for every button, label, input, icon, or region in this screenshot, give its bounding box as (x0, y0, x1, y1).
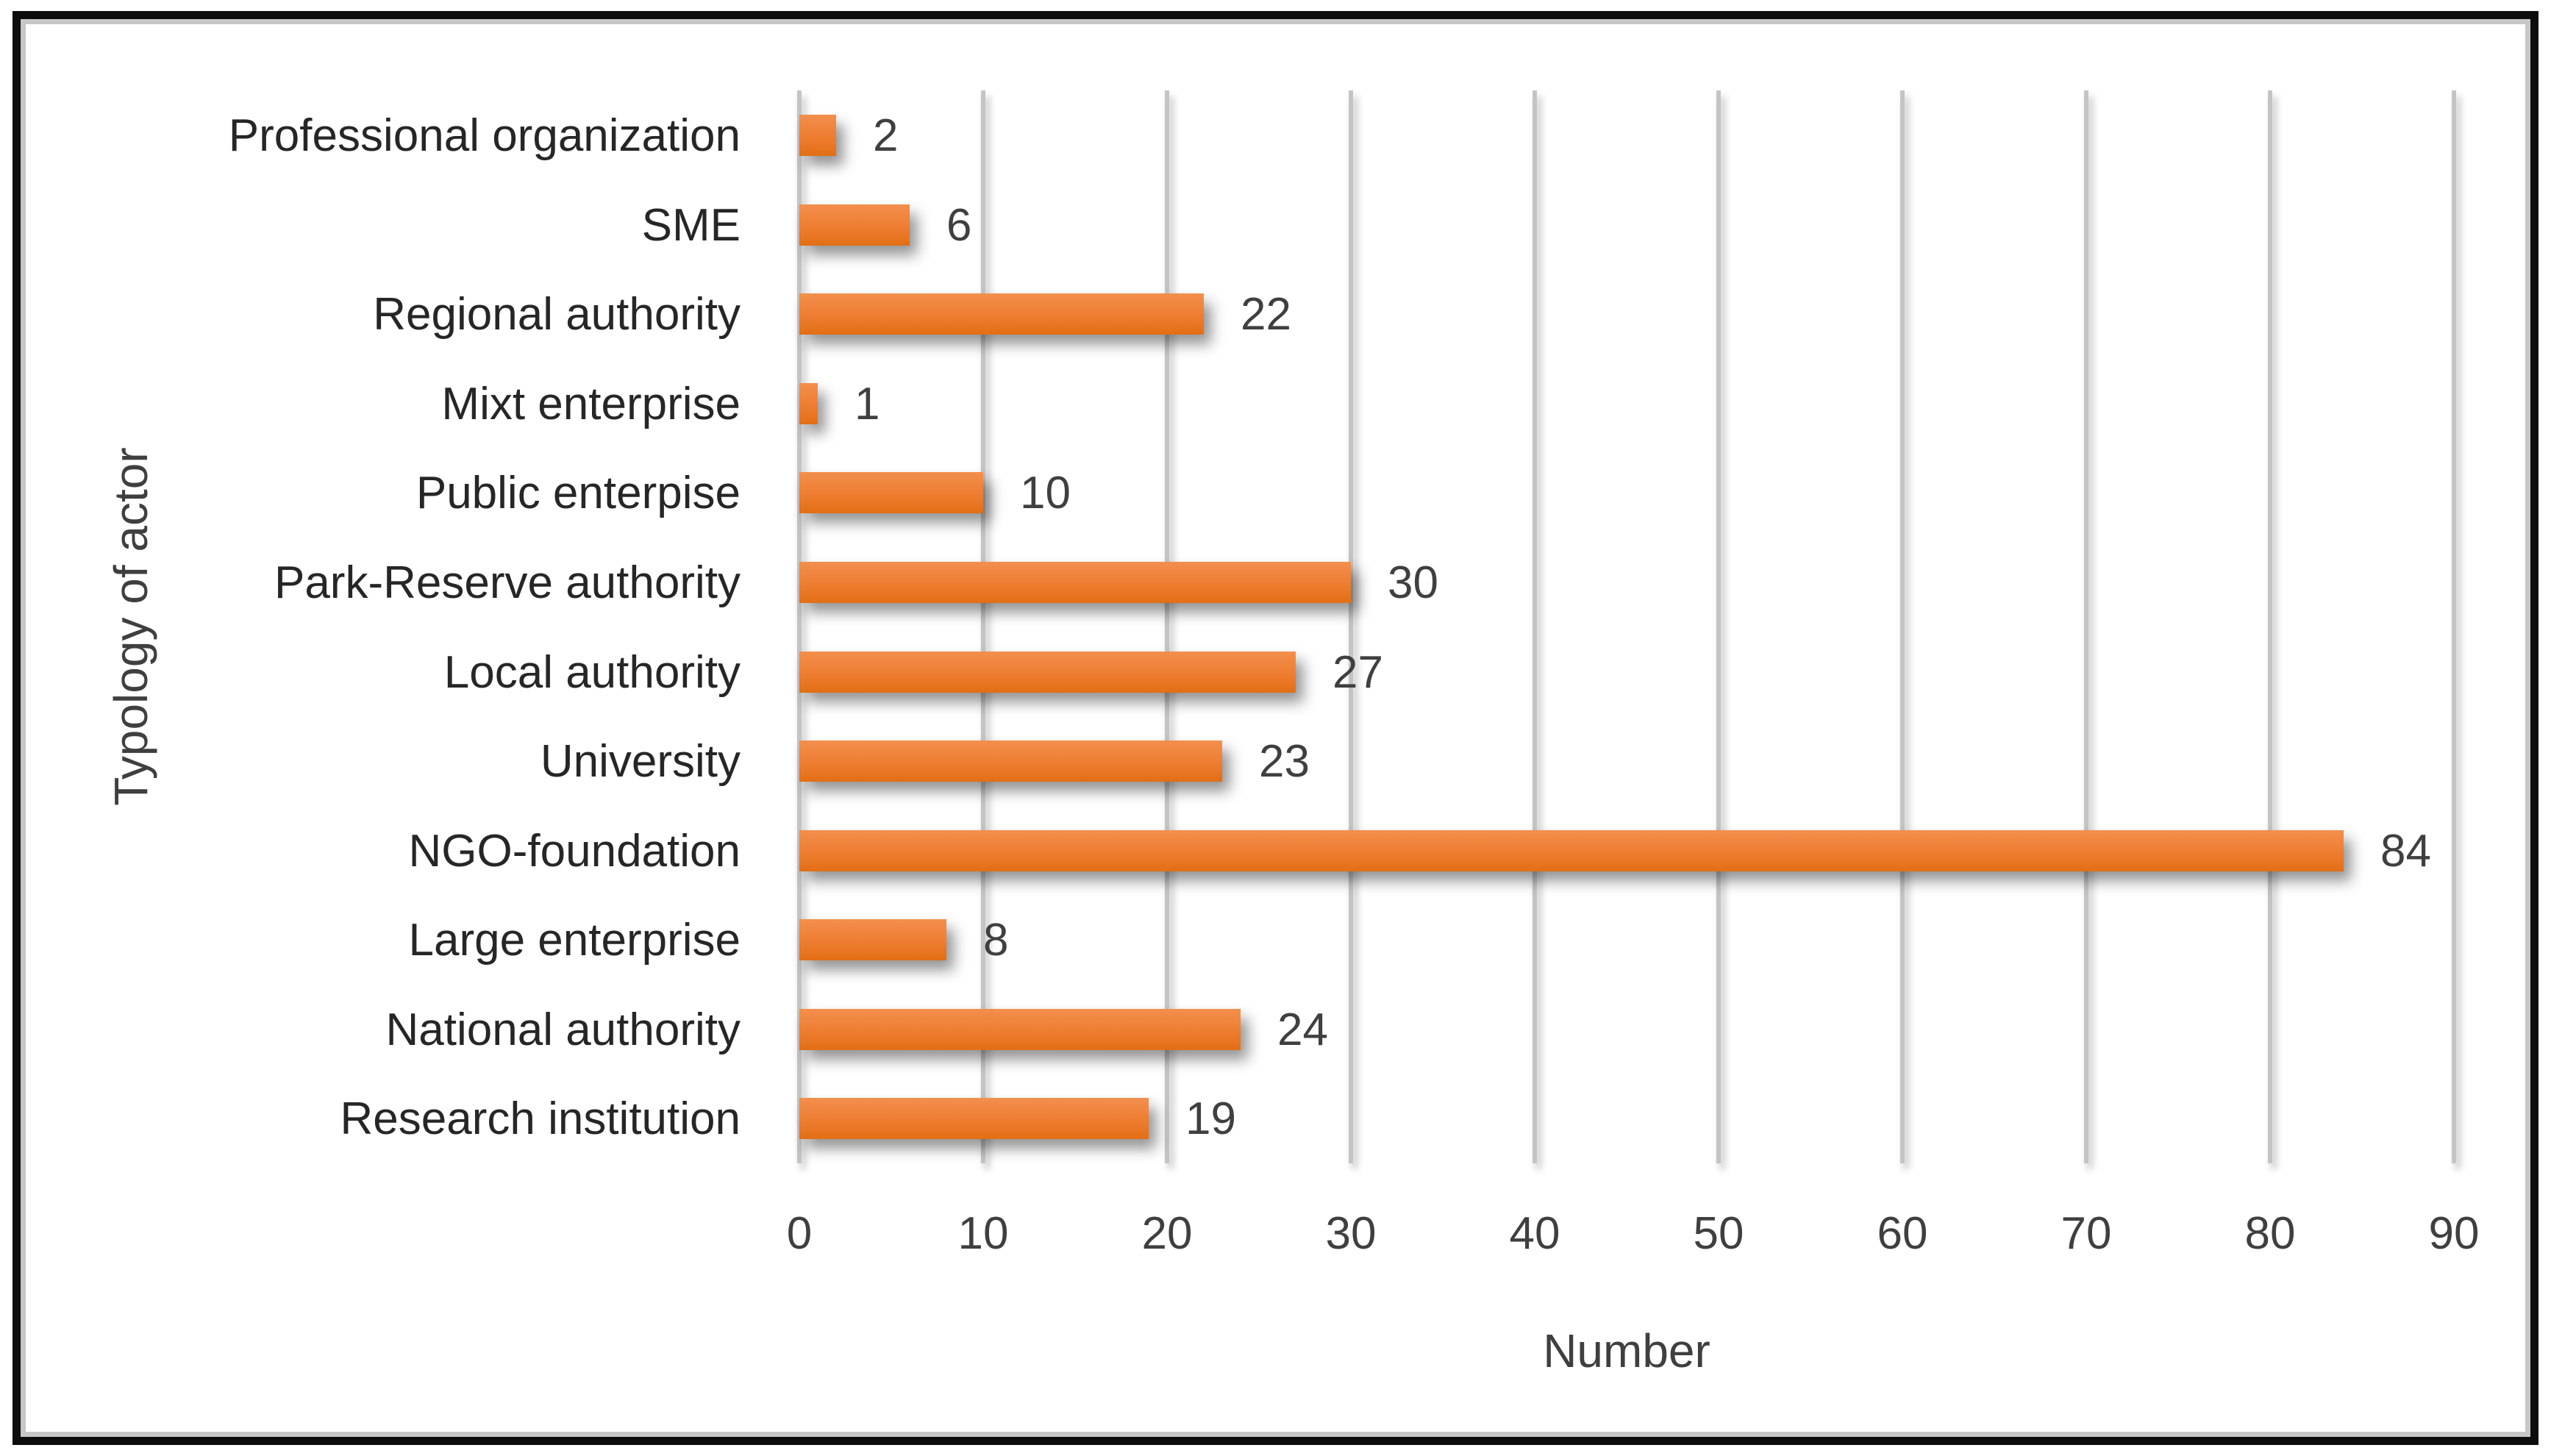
figure-frame (13, 11, 2538, 1445)
x-tick-label: 90 (2428, 1208, 2480, 1259)
data-label: 22 (1241, 289, 1291, 340)
bar (799, 115, 836, 156)
x-axis-tick-labels: 0 10 20 30 40 50 60 70 80 90 (787, 1207, 2480, 1266)
data-label: 30 (1388, 557, 1438, 608)
data-label: 2 (873, 110, 899, 161)
category-label: Research institution (340, 1093, 741, 1145)
gridline (1533, 90, 1537, 1163)
category-label: Park-Reserve authority (274, 557, 741, 608)
data-label: 27 (1332, 646, 1383, 698)
x-tick-label: 40 (1509, 1208, 1560, 1259)
gridline (1165, 90, 1169, 1163)
x-axis-title: Number (1543, 1324, 1710, 1377)
gridline (1900, 90, 1905, 1163)
category-label: National authority (385, 1004, 741, 1055)
gridline (2084, 90, 2088, 1163)
x-tick-label: 80 (2244, 1208, 2296, 1259)
data-label: 23 (1259, 736, 1310, 788)
data-label: 84 (2380, 825, 2431, 877)
category-label: University (540, 736, 741, 788)
gridline (1349, 90, 1353, 1163)
x-tick-label: 10 (957, 1208, 1009, 1259)
gridline (1716, 90, 1721, 1163)
category-label: Local authority (443, 646, 741, 698)
gridline (797, 90, 802, 1163)
x-tick-label: 50 (1693, 1208, 1744, 1259)
category-label: Large enterprise (408, 915, 741, 966)
chart-border (21, 19, 2530, 1437)
bar (799, 829, 2344, 871)
data-label: 19 (1185, 1093, 1236, 1145)
category-axis-labels: Professional organization SME Regional aut… (0, 90, 770, 1163)
category-label: Regional authority (373, 289, 741, 340)
category-label: Mixt enterprise (441, 378, 741, 429)
data-label: 24 (1277, 1004, 1328, 1055)
data-label: 8 (983, 915, 1009, 966)
bar (799, 741, 1222, 782)
bar (799, 651, 1296, 693)
gridline (981, 90, 985, 1163)
data-label: 6 (946, 199, 972, 251)
bar (799, 561, 1351, 603)
x-tick-label: 0 (786, 1208, 813, 1259)
category-label: NGO-foundation (408, 825, 741, 877)
gridline (2452, 90, 2456, 1163)
x-tick-label: 20 (1141, 1208, 1193, 1259)
bar (799, 293, 1204, 335)
gridline (2268, 90, 2272, 1163)
x-tick-label: 70 (2061, 1208, 2112, 1259)
data-label: 1 (855, 378, 880, 429)
bar (799, 472, 983, 514)
x-tick-label: 60 (1877, 1208, 1928, 1259)
data-label: 10 (1020, 468, 1071, 519)
bar (799, 382, 818, 424)
y-axis-title: Typology of actor (104, 447, 157, 806)
plot-area: 2 6 22 1 10 30 27 23 84 8 24 19 (797, 90, 2456, 1163)
bar (799, 1008, 1241, 1050)
category-label: Public enterpise (415, 468, 741, 519)
category-label: Professional organization (228, 110, 741, 161)
bar (799, 1098, 1149, 1140)
bar (799, 919, 946, 961)
category-label: SME (641, 199, 741, 251)
x-tick-label: 30 (1325, 1208, 1377, 1259)
bar (799, 204, 910, 246)
